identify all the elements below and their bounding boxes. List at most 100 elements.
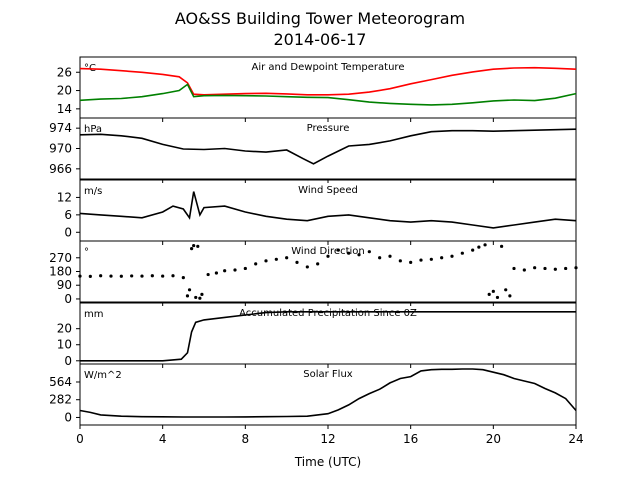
y-tick-label: 974 [49, 121, 72, 135]
data-point [171, 274, 175, 278]
y-tick-label: 10 [57, 338, 72, 352]
series-line-dewpoint [79, 83, 577, 106]
panel-title: Pressure [307, 123, 350, 134]
data-point [491, 289, 495, 293]
panel-unit-label: W/m^2 [84, 370, 122, 381]
panel-2: Pressure hPa 966 970 974 [49, 117, 577, 183]
y-tick-label: 26 [57, 65, 72, 79]
figure-date: 2014-06-17 [274, 30, 367, 49]
data-point [471, 248, 475, 252]
series-line-default [80, 311, 576, 362]
data-point [305, 265, 309, 269]
data-point [198, 296, 202, 300]
data-point [367, 250, 371, 254]
x-tick-label: 16 [403, 432, 418, 446]
data-point [264, 259, 268, 263]
data-point [185, 294, 190, 298]
series-line-temperature [79, 66, 577, 96]
data-point [487, 292, 491, 296]
data-point [223, 269, 227, 273]
data-point [214, 271, 218, 275]
data-point [378, 256, 382, 260]
data-point [500, 244, 504, 248]
x-tick-label: 4 [159, 432, 167, 446]
data-point [196, 244, 200, 248]
data-point [388, 254, 392, 258]
panel-title: Wind Direction [291, 246, 365, 257]
data-point [161, 274, 165, 278]
data-point [206, 272, 210, 277]
data-point [88, 274, 92, 278]
y-tick-label: 270 [49, 251, 72, 265]
data-point [192, 243, 196, 248]
panel-unit-label: m/s [84, 186, 102, 197]
x-tick-label: 0 [76, 432, 84, 446]
data-point [336, 248, 340, 252]
data-point [150, 274, 154, 278]
figure-title: AO&SS Building Tower Meteorogram [175, 9, 465, 28]
series-line-default [79, 191, 577, 229]
data-point [200, 292, 204, 296]
y-tick-label: 12 [57, 190, 72, 204]
data-point [233, 268, 237, 272]
panel-3: Wind Speed m/s 0 6 12 [57, 179, 577, 245]
data-point [429, 257, 433, 261]
data-point [533, 266, 537, 270]
data-point [460, 251, 464, 255]
panel-5: Accumulated Precipitation Since 0Z mm 0 10 2… [57, 302, 577, 368]
x-tick-label: 8 [242, 432, 250, 446]
panel-title: Air and Dewpoint Temperature [252, 62, 405, 73]
y-tick-label: 0 [64, 225, 72, 239]
data-point [109, 274, 113, 278]
data-point [194, 295, 198, 300]
data-point [440, 256, 444, 260]
series-line-default [79, 128, 577, 165]
data-point [543, 266, 547, 271]
x-tick-label: 24 [568, 432, 583, 446]
y-tick-label: 0 [64, 410, 72, 424]
y-tick-label: 20 [57, 84, 72, 98]
y-tick-label: 180 [49, 265, 72, 279]
data-point [553, 267, 557, 271]
data-point [254, 262, 258, 266]
data-point [274, 257, 278, 261]
data-point [347, 251, 351, 255]
panel-6: Solar Flux W/m^2 0 282 564 0 4 8 12 16 20 24 [49, 363, 584, 446]
x-tick-label: 12 [320, 432, 335, 446]
data-point [504, 288, 508, 292]
data-point [243, 266, 247, 271]
data-point [564, 266, 568, 271]
data-point [190, 247, 194, 251]
panel-title: Wind Speed [298, 185, 358, 196]
panel-title: Accumulated Precipitation Since 0Z [239, 308, 417, 319]
y-tick-label: 564 [49, 375, 72, 389]
y-tick-label: 90 [57, 278, 72, 292]
data-point [450, 254, 454, 258]
panel-title: Solar Flux [303, 369, 353, 380]
data-point [357, 253, 361, 257]
data-point [477, 245, 481, 249]
data-point [495, 295, 500, 300]
data-point [285, 256, 289, 260]
y-tick-label: 966 [49, 162, 72, 176]
data-point [574, 266, 578, 270]
series-line-default [79, 368, 577, 418]
data-point [409, 260, 413, 264]
x-tick-label: 20 [486, 432, 501, 446]
data-point [187, 288, 192, 292]
y-tick-label: 20 [57, 322, 72, 336]
data-point [483, 243, 487, 247]
data-point [326, 254, 330, 258]
panels-group: Air and Dewpoint Temperature°C142026Pres… [49, 56, 584, 446]
data-point [512, 266, 516, 271]
data-point [316, 262, 320, 266]
panel-unit-label: mm [84, 309, 103, 320]
data-point [99, 274, 103, 278]
data-point [119, 274, 123, 278]
y-tick-label: 0 [64, 292, 72, 306]
panel-unit-label: ° [84, 247, 89, 258]
panel-unit-label: hPa [84, 124, 102, 135]
